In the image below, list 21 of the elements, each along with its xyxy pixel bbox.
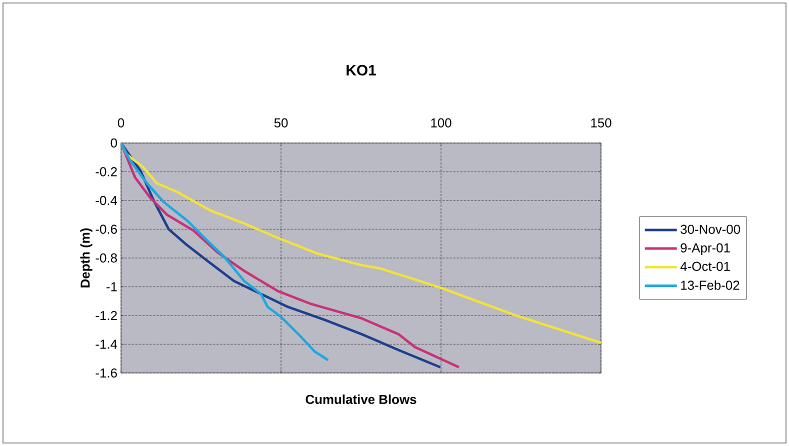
line-series [121,142,330,362]
y-tick-label: -0.4 [96,196,118,206]
legend-label: 13-Feb-02 [681,280,740,290]
y-tick-label: -0.8 [96,253,117,263]
legend-label: 9-Apr-01 [680,243,730,256]
chart-title: KO1 [346,64,376,76]
legend-label: 30-Nov-00 [680,224,740,234]
legend-label: 4-Oct-01 [680,262,730,271]
y-tick-label: -0.6 [96,224,117,234]
y-axis-title: Depth (m) [80,228,92,288]
y-tick-label: 0 [110,138,117,148]
y-tick-label: -1 [106,282,117,292]
y-tick-label: -1.6 [96,368,117,378]
y-tick-label: -1.2 [96,310,117,320]
x-tick-label: 100 [431,118,452,128]
y-tick-label: -1.4 [96,340,118,349]
x-axis-title: Cumulative Blows [306,394,416,404]
x-tick-label: 150 [591,118,612,128]
x-tick-label: 50 [274,118,288,128]
y-tick-label: -0.2 [96,167,117,176]
x-tick-label: 0 [118,118,124,128]
